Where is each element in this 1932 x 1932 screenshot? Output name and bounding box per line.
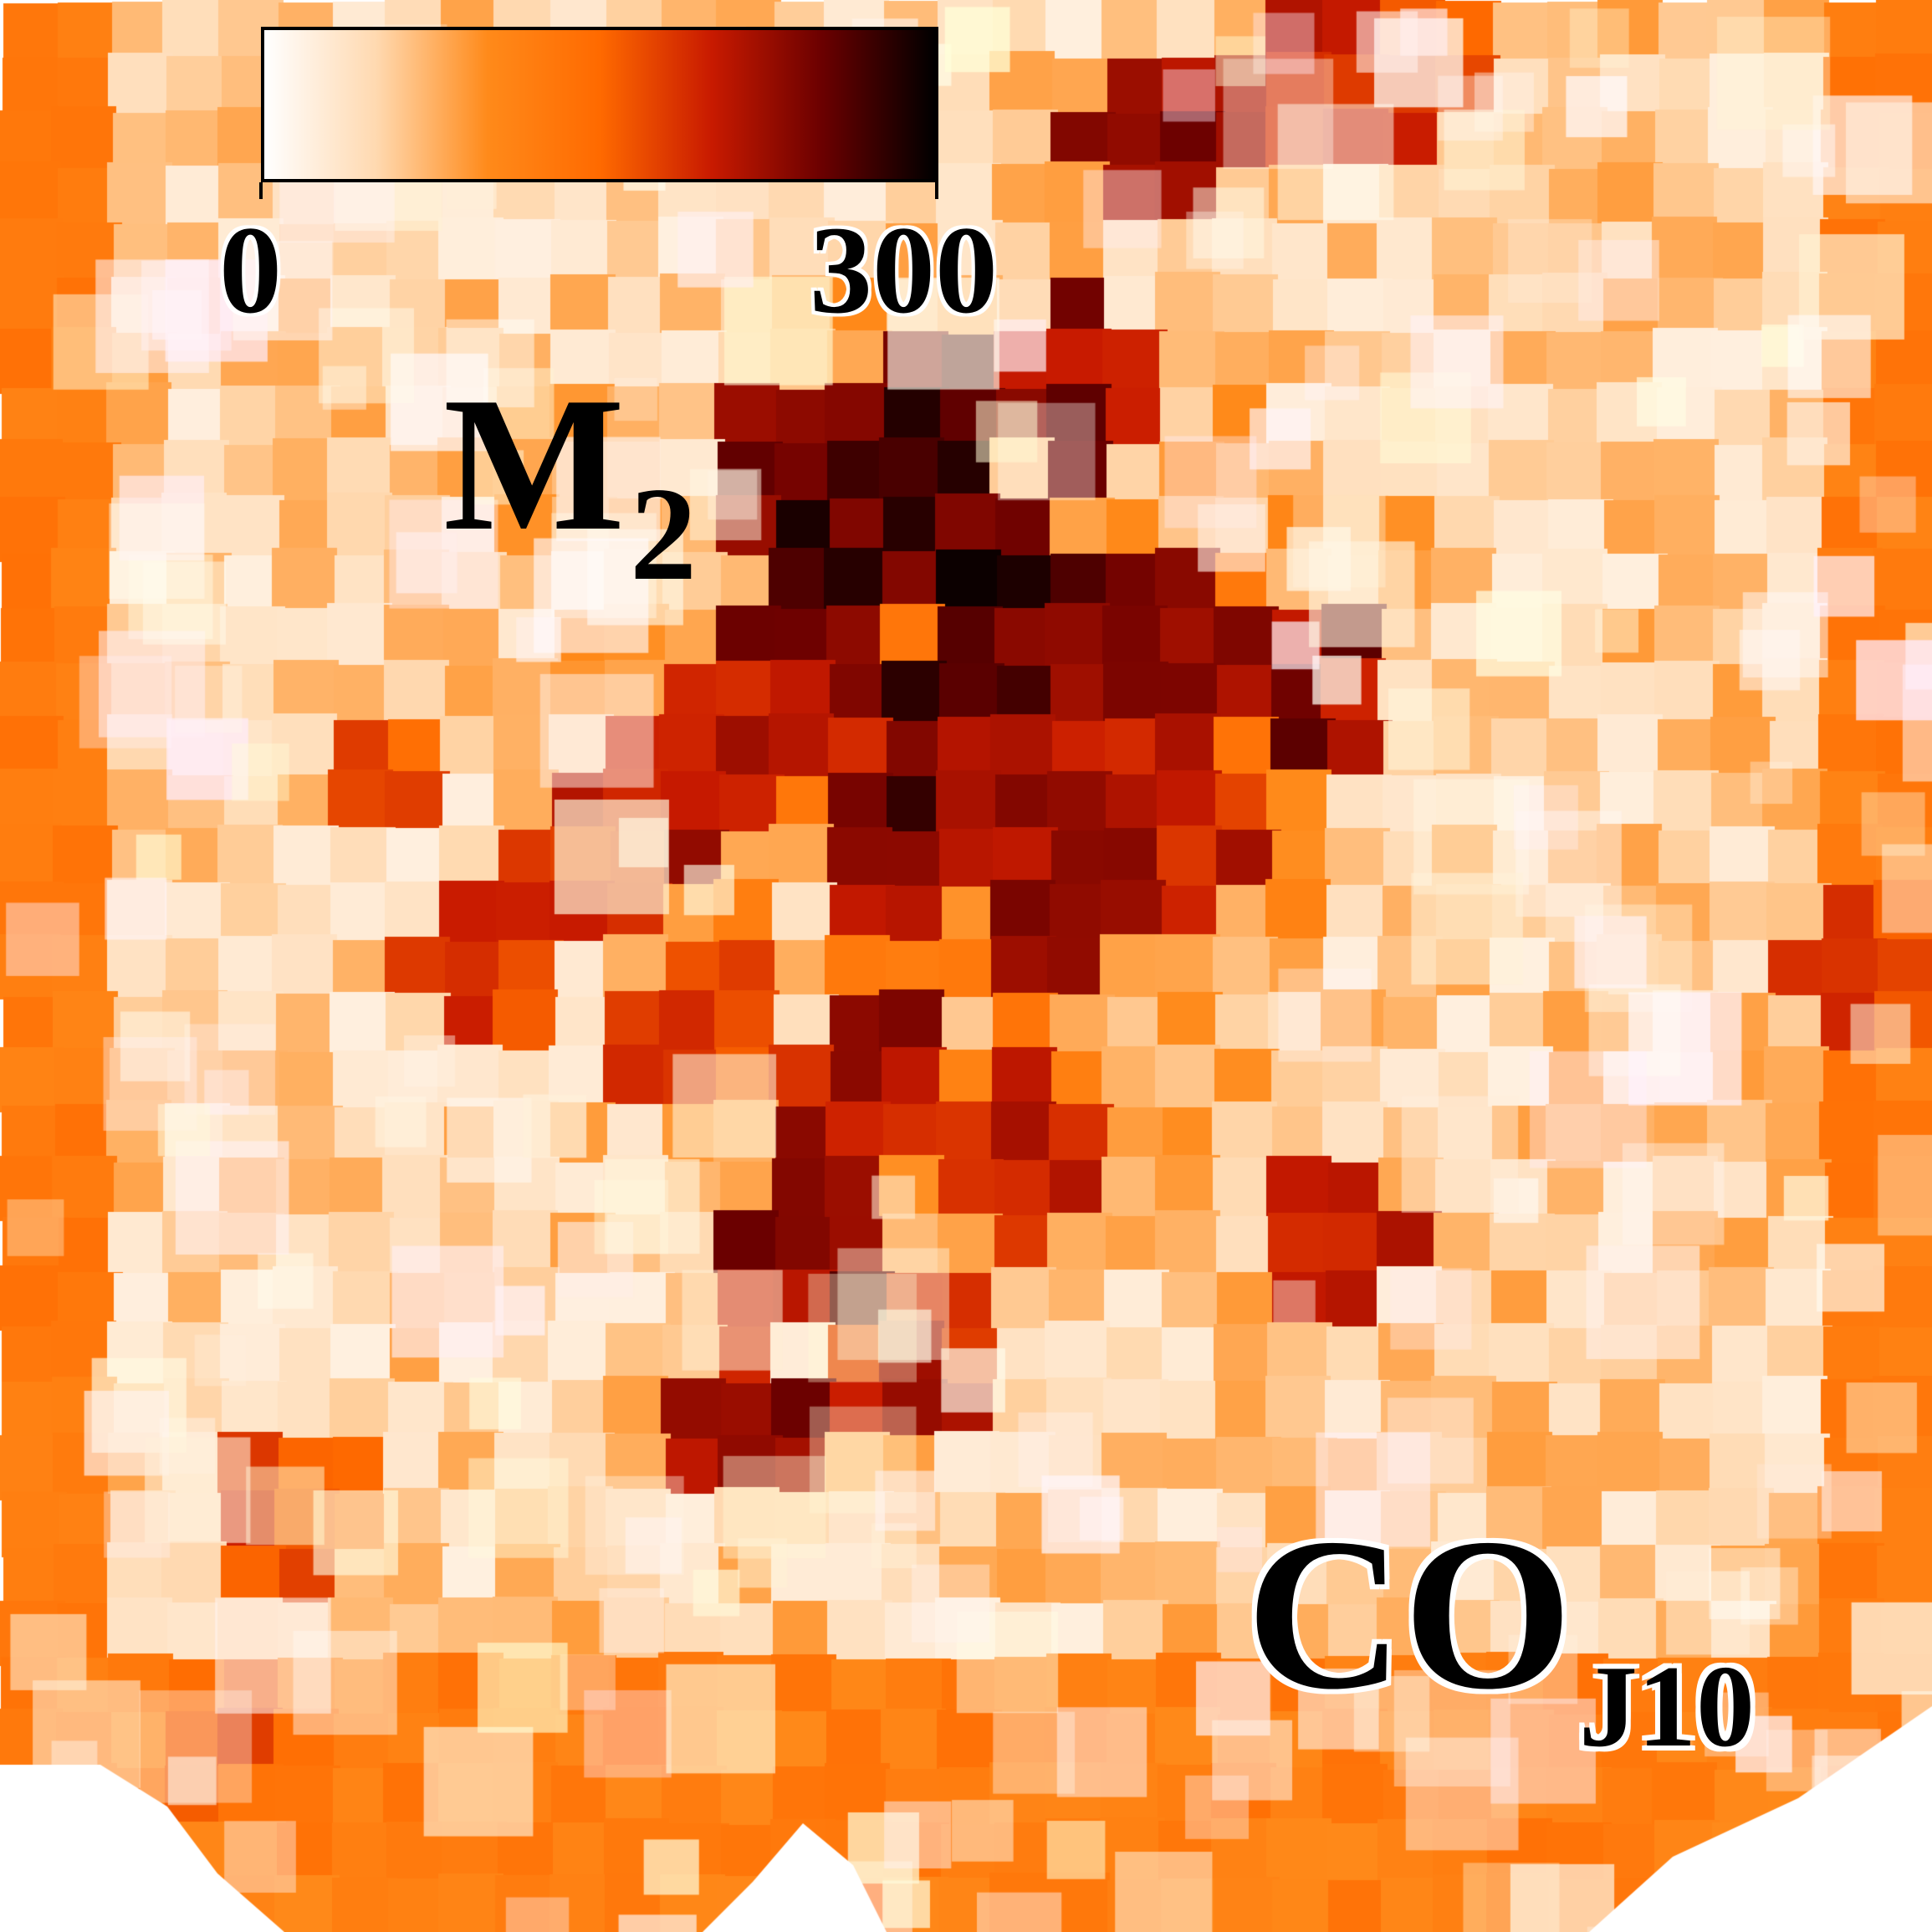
colorbar-tick-max (935, 182, 938, 199)
colorbar-tick-min (259, 182, 263, 199)
colorbar (261, 27, 938, 182)
map-label: M2 (443, 368, 697, 601)
species-label-main: CO (1246, 1494, 1572, 1735)
colorbar-min-label: 0 (219, 201, 282, 340)
map-label-sub: 2 (630, 459, 698, 608)
species-label: COJ10 (1246, 1505, 1755, 1766)
map-label-main: M (443, 357, 626, 570)
colorbar-max-label: 300 (810, 201, 998, 340)
species-label-sub: J10 (1579, 1642, 1755, 1771)
